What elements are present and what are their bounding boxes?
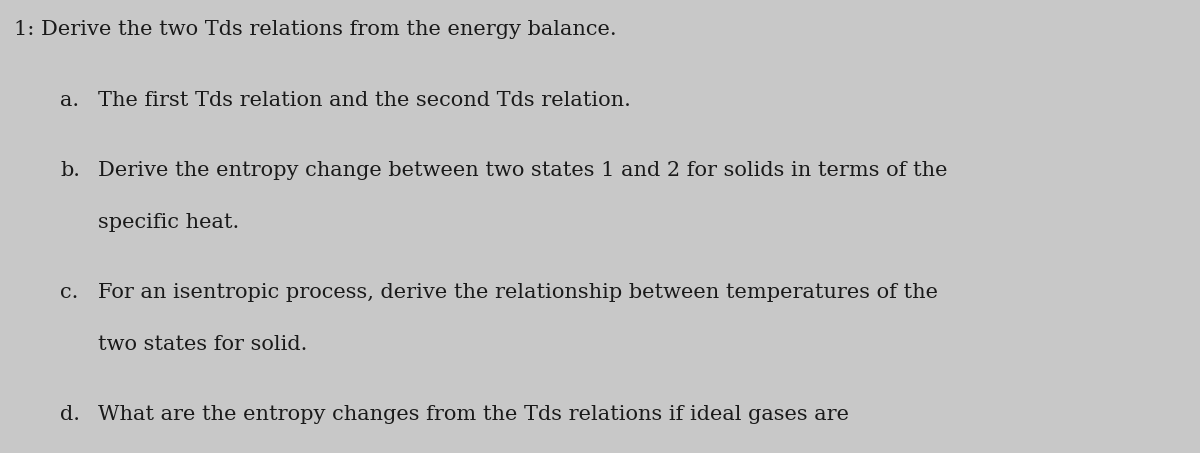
Text: two states for solid.: two states for solid.: [98, 335, 307, 354]
Text: c.: c.: [60, 283, 78, 302]
Text: What are the entropy changes from the Tds relations if ideal gases are: What are the entropy changes from the Td…: [98, 405, 850, 424]
Text: d.: d.: [60, 405, 80, 424]
Text: b.: b.: [60, 161, 80, 180]
Text: The first Tds relation and the second Tds relation.: The first Tds relation and the second Td…: [98, 91, 631, 110]
Text: Derive the entropy change between two states 1 and 2 for solids in terms of the: Derive the entropy change between two st…: [98, 161, 948, 180]
Text: 1: Derive the two Tds relations from the energy balance.: 1: Derive the two Tds relations from the…: [14, 20, 617, 39]
Text: For an isentropic process, derive the relationship between temperatures of the: For an isentropic process, derive the re…: [98, 283, 938, 302]
Text: a.: a.: [60, 91, 79, 110]
Text: specific heat.: specific heat.: [98, 213, 240, 232]
